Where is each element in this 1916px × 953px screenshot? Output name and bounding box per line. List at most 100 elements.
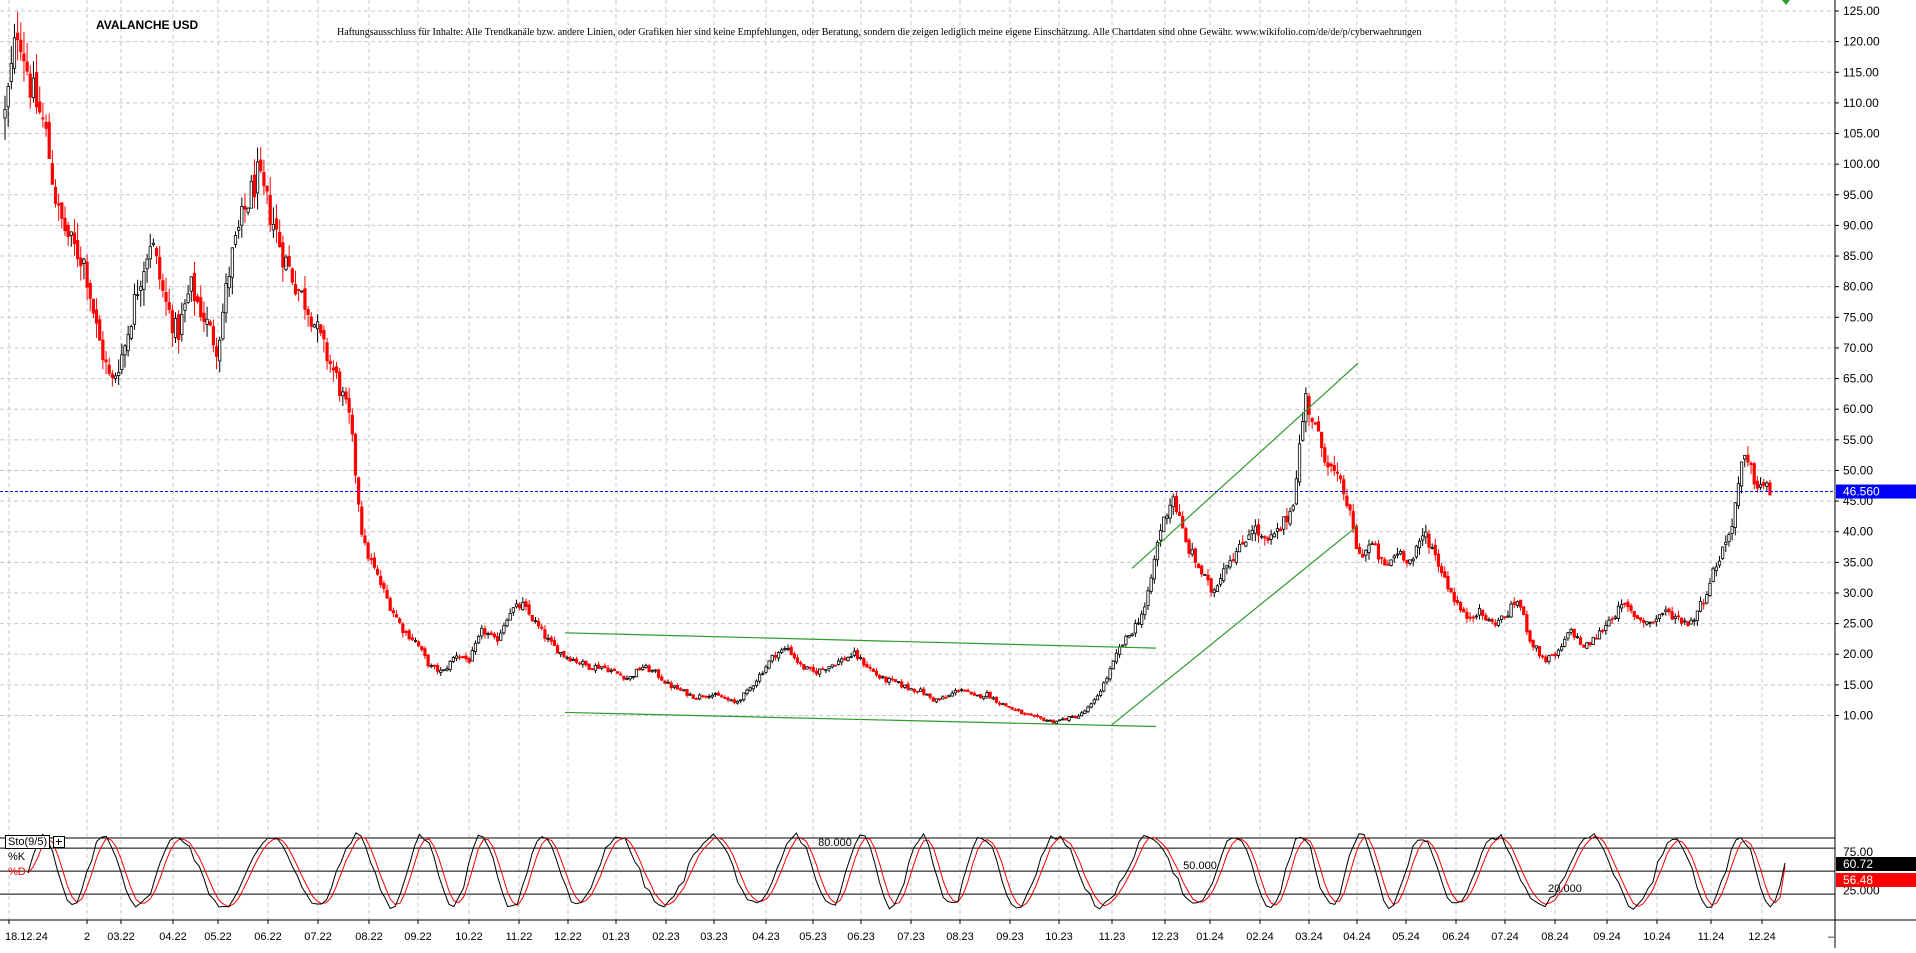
price-tick-label: 35.00 <box>1843 555 1873 569</box>
candle-body <box>1484 615 1488 621</box>
candle <box>1231 553 1235 562</box>
candle <box>1313 421 1317 425</box>
candle <box>1269 529 1273 545</box>
time-tick-label: 11.23 <box>1099 931 1126 943</box>
candle <box>600 666 604 671</box>
candle-body <box>1089 703 1093 708</box>
add-indicator-icon[interactable] <box>53 836 66 848</box>
candle-body <box>1042 717 1046 722</box>
candle-body <box>1367 544 1371 554</box>
candle <box>802 664 806 671</box>
candle <box>1253 519 1257 542</box>
candle <box>407 628 411 641</box>
stochastic-indicator-header[interactable]: Sto(9/5) <box>5 835 66 849</box>
time-tick-label: 01.24 <box>1196 931 1224 943</box>
candle-body <box>303 288 307 310</box>
candle-body <box>1632 610 1636 618</box>
candle <box>205 306 209 337</box>
candle <box>1462 606 1466 613</box>
candle-body <box>1275 528 1280 532</box>
candle-body <box>1020 709 1024 715</box>
candle-body <box>988 691 992 699</box>
candle-body <box>1200 565 1204 575</box>
candle <box>1376 539 1381 564</box>
candle <box>28 65 32 109</box>
candle-body <box>1307 396 1311 415</box>
candle-body <box>1256 524 1261 536</box>
candle-body <box>862 658 866 666</box>
candle <box>1105 675 1109 685</box>
candle-body <box>1209 578 1213 593</box>
candle-body <box>818 668 822 675</box>
candle-body <box>691 694 695 699</box>
candle-body <box>593 665 598 671</box>
candle-body <box>773 654 778 658</box>
candle <box>1638 617 1643 623</box>
candle <box>868 664 872 672</box>
candle-body <box>628 676 632 680</box>
candle <box>900 679 904 689</box>
candle-body <box>979 694 983 699</box>
candle <box>413 637 418 643</box>
candle <box>1076 714 1081 719</box>
candle-body <box>574 658 579 663</box>
candle <box>723 695 727 699</box>
candle <box>818 668 822 678</box>
candle <box>489 630 493 636</box>
candle-body <box>9 62 13 82</box>
candle-body <box>1039 716 1043 719</box>
candle-body <box>214 346 219 357</box>
candle-body <box>1392 555 1396 559</box>
candle-body <box>1721 546 1725 559</box>
candle <box>855 648 860 661</box>
candle <box>934 698 939 704</box>
candle-body <box>1758 484 1763 488</box>
candle-body <box>486 633 490 636</box>
candle <box>603 663 607 669</box>
candle <box>66 221 70 247</box>
candle-body <box>1045 719 1049 722</box>
candle <box>214 337 219 370</box>
candle <box>836 658 841 666</box>
candle <box>360 500 364 537</box>
candle <box>366 541 370 562</box>
candle <box>944 694 948 699</box>
stochastic-indicator-name[interactable]: Sto(9/5) <box>5 835 51 849</box>
candle <box>1512 597 1516 609</box>
candle <box>357 476 361 512</box>
candle <box>590 667 594 671</box>
candle-body <box>265 185 269 192</box>
time-tick-label: 08.24 <box>1541 931 1569 943</box>
candle-body <box>1228 560 1232 568</box>
candle <box>94 298 99 338</box>
candle-body <box>164 292 168 302</box>
candle <box>628 676 632 682</box>
candle-body <box>896 681 901 683</box>
candle-body <box>1714 566 1718 572</box>
candle-body <box>1531 639 1535 648</box>
candle <box>1616 601 1621 622</box>
candle <box>1316 415 1321 432</box>
candle <box>445 665 449 672</box>
candle-body <box>379 575 383 586</box>
candle-body <box>650 669 654 672</box>
candle <box>707 693 711 700</box>
candle-body <box>969 691 973 695</box>
candle <box>890 675 894 682</box>
candle <box>1743 454 1747 468</box>
candle <box>893 679 897 683</box>
candle-body <box>1730 526 1734 534</box>
candle-body <box>600 666 604 669</box>
candle-body <box>79 257 83 267</box>
candle <box>1133 619 1137 637</box>
candle-body <box>1509 603 1513 618</box>
candle-body <box>928 693 932 698</box>
candle-body <box>126 334 130 352</box>
candle-body <box>1234 551 1238 563</box>
candle <box>1215 584 1220 592</box>
candle <box>454 652 459 662</box>
candle <box>1288 507 1292 527</box>
candle-body <box>1127 634 1131 638</box>
candle-body <box>975 694 980 697</box>
candle <box>1572 628 1576 641</box>
